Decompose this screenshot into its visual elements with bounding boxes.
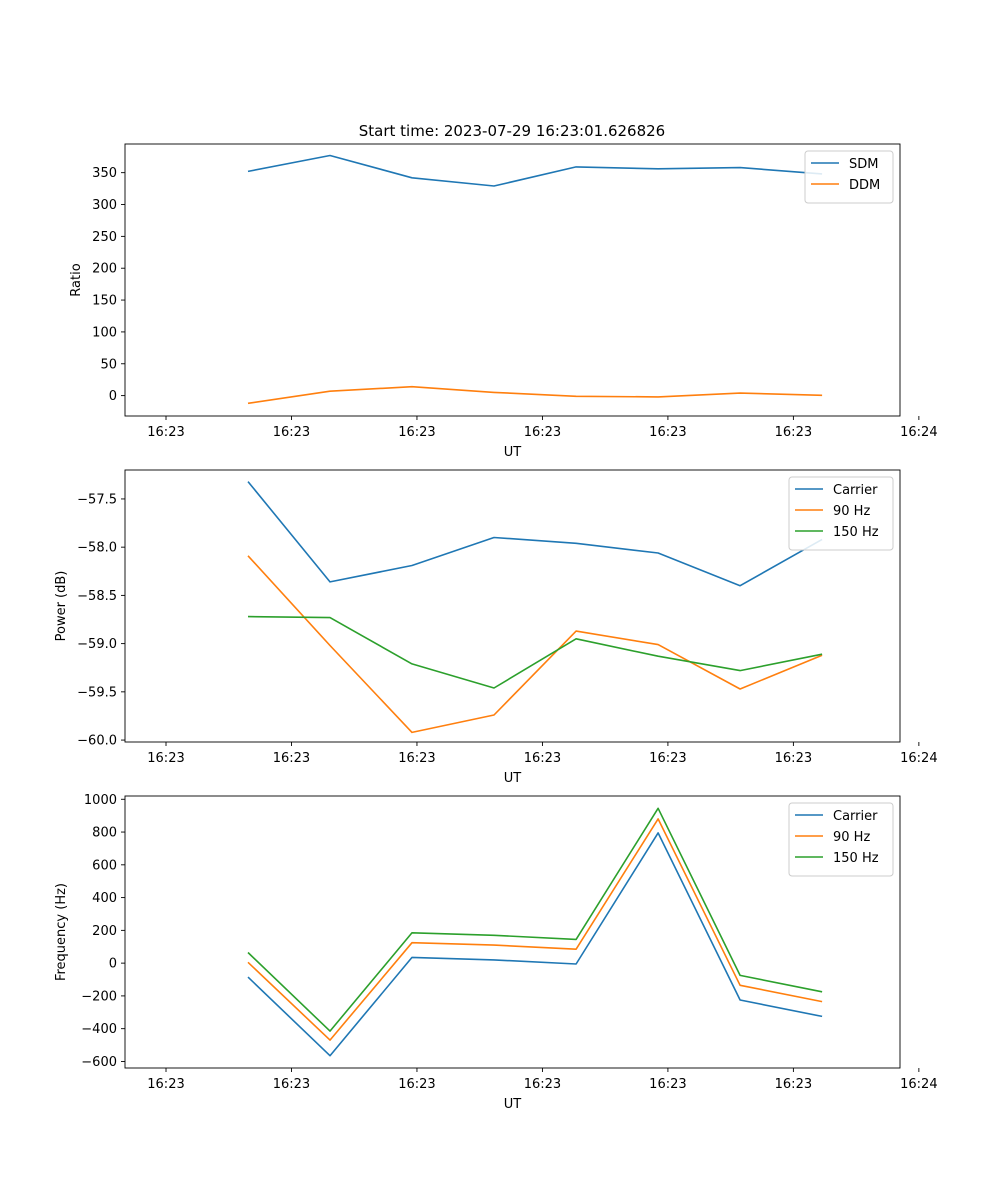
y-tick-label: −58.5 xyxy=(77,589,117,604)
power-panel: 16:23 16:23 16:23 16:23 16:23 16:23 16:24 −60.0… xyxy=(54,469,938,786)
x-tick-label: 16:24 xyxy=(900,425,937,440)
x-tick-label: 16:23 xyxy=(649,425,686,440)
x-axis-label: UT xyxy=(504,1097,522,1112)
y-tick-label: 300 xyxy=(92,198,117,213)
series-line-carrier xyxy=(247,481,823,587)
y-tick-label: 150 xyxy=(92,294,117,309)
frequency-panel: 16:23 16:23 16:23 16:23 16:23 16:23 16:24 −600 −… xyxy=(54,793,938,1112)
series-line-150-hz xyxy=(247,615,823,689)
x-tick-label: 16:23 xyxy=(524,1077,561,1092)
x-tick-label: 16:23 xyxy=(398,751,435,766)
y-tick-label: −60.0 xyxy=(77,734,117,749)
y-tick-label: 200 xyxy=(92,924,117,939)
figure-title: Start time: 2023-07-29 16:23:01.626826 xyxy=(359,122,665,140)
x-tick-label: 16:23 xyxy=(649,1077,686,1092)
x-tick-label: 16:23 xyxy=(775,751,812,766)
y-tick-label: 1000 xyxy=(84,793,117,808)
x-tick-label: 16:23 xyxy=(649,751,686,766)
y-axis-label: Frequency (Hz) xyxy=(54,883,69,981)
legend-label: Carrier xyxy=(833,483,878,498)
x-tick-label: 16:23 xyxy=(398,1077,435,1092)
axes-frame xyxy=(124,795,901,1069)
y-tick-label: 0 xyxy=(109,389,117,404)
x-tick-label: 16:23 xyxy=(273,751,310,766)
legend-label: 150 Hz xyxy=(833,525,879,540)
legend: SDM DDM xyxy=(804,150,894,204)
x-tick-label: 16:23 xyxy=(398,425,435,440)
legend-label: SDM xyxy=(849,157,878,172)
x-tick-label: 16:23 xyxy=(147,1077,184,1092)
y-tick-label: 50 xyxy=(100,357,117,372)
x-axis-label: UT xyxy=(504,771,522,786)
y-tick-label: 400 xyxy=(92,891,117,906)
axes-frame xyxy=(124,143,901,417)
axes-frame xyxy=(124,469,901,743)
y-tick-label: 600 xyxy=(92,858,117,873)
y-tick-label: 350 xyxy=(92,166,117,181)
y-tick-label: −58.0 xyxy=(77,541,117,556)
x-tick-label: 16:23 xyxy=(775,1077,812,1092)
legend-label: Carrier xyxy=(833,809,878,824)
x-tick-label: 16:23 xyxy=(524,425,561,440)
y-tick-label: −400 xyxy=(81,1022,117,1037)
x-tick-label: 16:23 xyxy=(147,751,184,766)
x-tick-label: 16:24 xyxy=(900,1077,937,1092)
legend-box xyxy=(804,150,894,204)
series-line-carrier xyxy=(247,832,823,1057)
y-tick-label: −600 xyxy=(81,1055,117,1070)
series-line-ddm xyxy=(247,385,823,405)
y-tick-label: −59.0 xyxy=(77,637,117,652)
y-tick-label: 200 xyxy=(92,262,117,277)
x-tick-label: 16:23 xyxy=(524,751,561,766)
y-tick-label: 100 xyxy=(92,325,117,340)
series-line-150-hz xyxy=(247,807,823,1032)
series-line-90-hz xyxy=(247,555,823,734)
y-tick-label: −200 xyxy=(81,989,117,1004)
y-tick-label: 250 xyxy=(92,230,117,245)
series-line-90-hz xyxy=(247,818,823,1041)
legend-label: 90 Hz xyxy=(833,504,870,519)
x-axis-label: UT xyxy=(504,445,522,460)
y-tick-label: 0 xyxy=(109,957,117,972)
x-tick-label: 16:23 xyxy=(273,1077,310,1092)
x-tick-label: 16:24 xyxy=(900,751,937,766)
x-tick-label: 16:23 xyxy=(147,425,184,440)
legend: Carrier 90 Hz 150 Hz xyxy=(788,476,894,551)
y-tick-label: −57.5 xyxy=(77,492,117,507)
x-tick-label: 16:23 xyxy=(775,425,812,440)
y-axis-label: Power (dB) xyxy=(54,571,69,642)
y-tick-label: −59.5 xyxy=(77,685,117,700)
series-line-sdm xyxy=(247,154,823,187)
ratio-panel: 16:23 16:23 16:23 16:23 16:23 16:23 16:24 0 50 10… xyxy=(69,143,938,460)
x-tick-label: 16:23 xyxy=(273,425,310,440)
legend-label: 150 Hz xyxy=(833,851,879,866)
legend-label: 90 Hz xyxy=(833,830,870,845)
y-tick-label: 800 xyxy=(92,826,117,841)
legend-label: DDM xyxy=(849,178,880,193)
legend: Carrier 90 Hz 150 Hz xyxy=(788,802,894,877)
y-axis-label: Ratio xyxy=(69,263,84,296)
